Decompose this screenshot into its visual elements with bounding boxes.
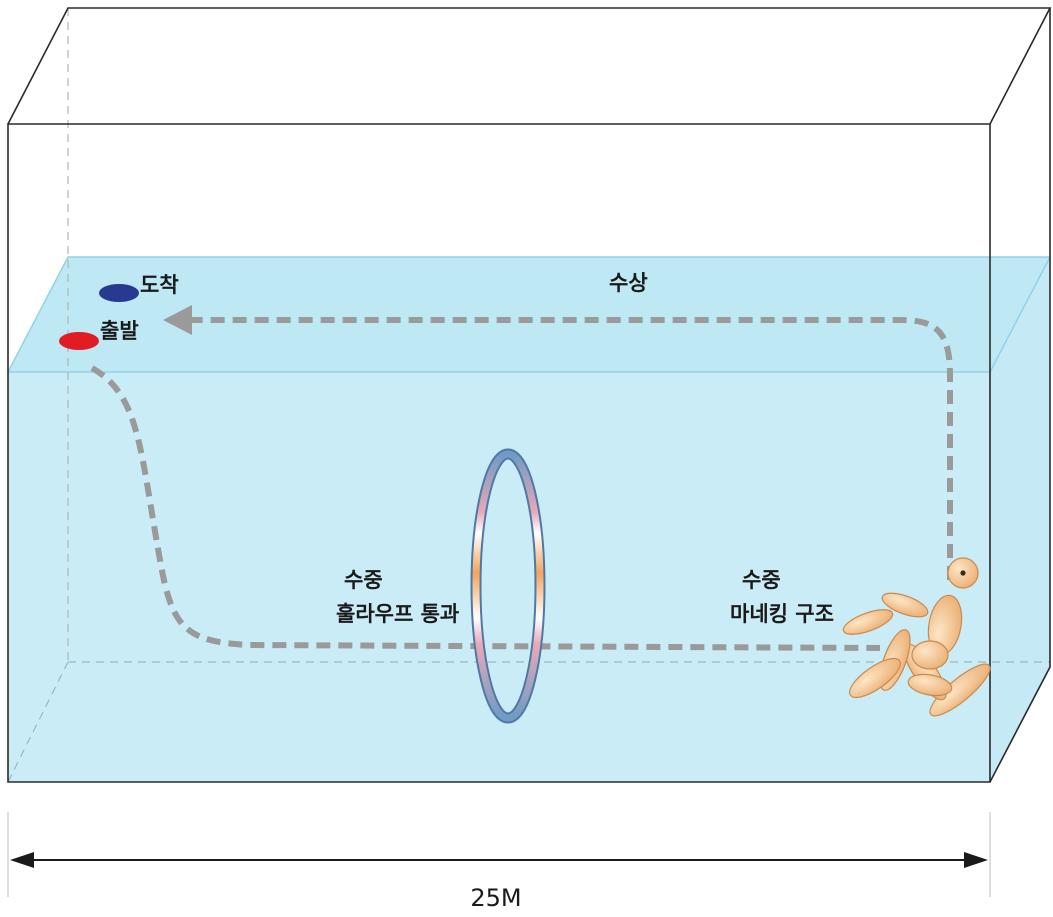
dimension-arrow-right xyxy=(964,852,988,868)
rescue-label-line1: 수중 xyxy=(742,568,781,592)
hoop-label-line2: 훌라우프 통과 xyxy=(336,602,459,626)
pool-box xyxy=(7,7,1052,783)
water-front-face xyxy=(8,372,990,782)
start-label: 출발 xyxy=(100,319,139,343)
underwater-path xyxy=(90,365,881,651)
hoop-label-line1: 수중 xyxy=(344,568,383,592)
arrive-marker xyxy=(99,284,139,302)
rescue-label-line2: 마네킹 구조 xyxy=(730,602,834,626)
return-path xyxy=(190,317,953,580)
surface-label: 수상 xyxy=(609,271,648,295)
swim-path xyxy=(90,305,953,651)
hula-hoop-icon xyxy=(470,448,546,724)
return-arrow-head xyxy=(163,305,192,335)
arrive-label: 도착 xyxy=(140,273,179,297)
start-marker xyxy=(59,332,99,350)
length-label: 25M xyxy=(470,884,521,912)
mannequin-icon xyxy=(842,557,991,717)
water-surface xyxy=(8,257,1050,372)
length-dimension xyxy=(7,812,991,897)
dimension-arrow-left xyxy=(10,852,34,868)
water-right-face xyxy=(990,257,1050,782)
